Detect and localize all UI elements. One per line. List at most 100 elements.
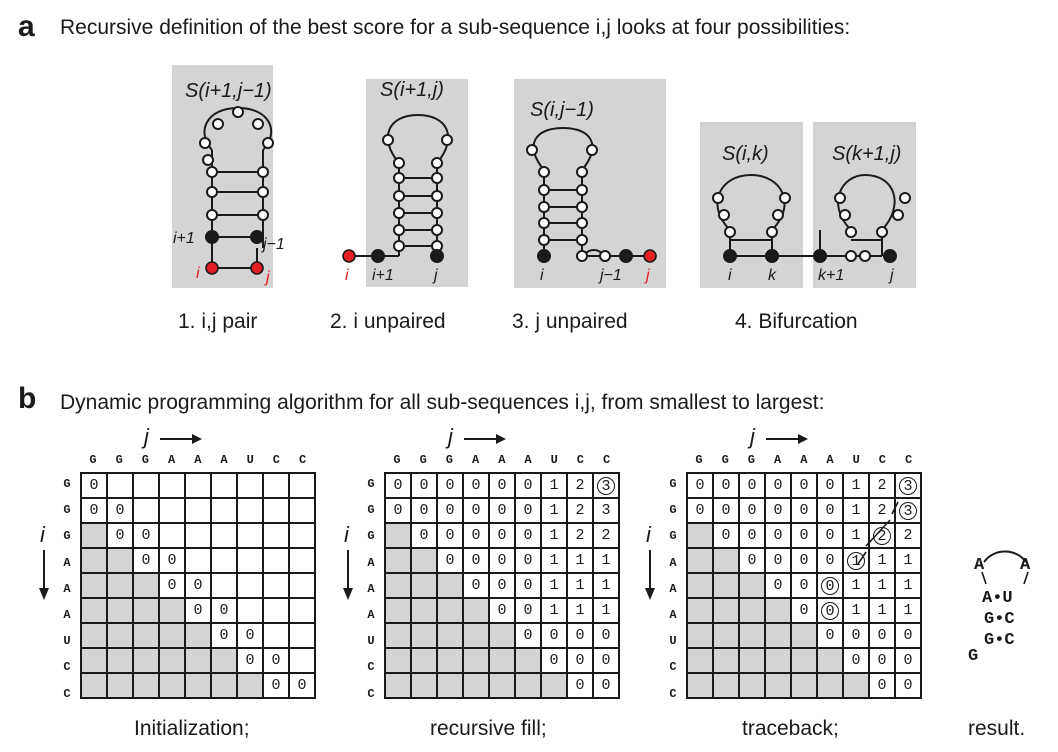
matrix-cell xyxy=(158,622,186,649)
matrix-cell: 0 xyxy=(540,622,568,649)
matrix-2-col-header: G xyxy=(445,453,453,467)
matrix-cell xyxy=(790,672,818,699)
matrix-cell xyxy=(106,622,134,649)
matrix-cell xyxy=(106,572,134,599)
matrix-3-col-header: U xyxy=(852,453,860,467)
matrix-cell xyxy=(236,472,264,499)
matrix-cell xyxy=(262,472,290,499)
matrix-cell: 0 xyxy=(816,547,844,574)
matrix-2-col-header: C xyxy=(602,453,611,467)
matrix-cell: 0 xyxy=(764,547,792,574)
matrix-cell: 1 xyxy=(566,572,594,599)
matrix-1-i-axis-label: i xyxy=(40,522,45,547)
matrix-cell: 2 xyxy=(566,472,594,499)
matrix-cell: 1 xyxy=(540,522,568,549)
matrix-cell: 1 xyxy=(842,497,870,524)
matrix-cell xyxy=(80,547,108,574)
matrix-cell: 0 xyxy=(462,572,490,599)
matrix-3-col-header: G xyxy=(721,453,729,467)
matrix-1-j-arrow-icon xyxy=(160,432,204,451)
matrix-cell: 0 xyxy=(262,672,290,699)
matrix-cell xyxy=(712,647,740,674)
matrix-cell: 1 xyxy=(868,572,896,599)
matrix-cell xyxy=(80,622,108,649)
matrix-cell xyxy=(80,647,108,674)
matrix-cell xyxy=(210,472,238,499)
matrix-cell xyxy=(462,597,490,624)
matrix-cell: 1 xyxy=(842,597,870,624)
matrix-cell: 0 xyxy=(184,597,212,624)
matrix-cell: 1 xyxy=(540,472,568,499)
matrix-cell: 0 xyxy=(514,597,542,624)
case-4-label-k-plus-1: k+1 xyxy=(818,267,844,284)
traceback-circle: 3 xyxy=(899,501,917,520)
result-pair-3-left: G xyxy=(984,631,995,650)
matrix-cell xyxy=(288,647,316,674)
case-3-caption: 3. j unpaired xyxy=(512,310,628,333)
case-1-ij-pair: S(i+1,j−1) i+1 j−1 i j xyxy=(172,65,285,288)
matrix-cell xyxy=(236,547,264,574)
matrix-cell: 0 xyxy=(462,522,490,549)
matrix-3-row-header: G xyxy=(669,477,677,491)
matrix-cell: 0 xyxy=(132,547,160,574)
matrix-cell: 0 xyxy=(868,672,896,699)
matrix-cell xyxy=(384,622,412,649)
matrix-cell xyxy=(106,597,134,624)
matrix-cell: 0 xyxy=(384,472,412,499)
matrix-cell xyxy=(790,647,818,674)
matrix-cell: 0 xyxy=(894,647,922,674)
matrix-cell xyxy=(764,597,792,624)
matrix-cell xyxy=(132,472,160,499)
matrix-2-row-header: U xyxy=(367,634,375,649)
matrix-cell: 0 xyxy=(462,547,490,574)
matrix-cell: 1 xyxy=(894,572,922,599)
case-2-label-i: i xyxy=(345,267,349,284)
case-1-label-i-plus-1: i+1 xyxy=(173,230,195,247)
matrix-cell xyxy=(80,522,108,549)
case-2-label-j: j xyxy=(432,267,438,284)
matrix-cell: 0 xyxy=(790,572,818,599)
matrix-cell xyxy=(384,672,412,699)
matrix-cell: 0 xyxy=(816,497,844,524)
matrix-cell: 0 xyxy=(410,522,438,549)
matrix-2-row-header: C xyxy=(367,660,375,675)
matrix-2-col-header: U xyxy=(550,453,558,467)
matrix-cell: 1 xyxy=(540,497,568,524)
matrix-cell: 0 xyxy=(236,622,264,649)
matrix-1-col-header: G xyxy=(141,453,149,467)
matrix-cell: 0 xyxy=(436,472,464,499)
matrix-1-col-header: U xyxy=(246,453,254,467)
matrix-cell: 2 xyxy=(592,522,620,549)
matrix-cell xyxy=(236,522,264,549)
result-pair-1-left: A xyxy=(982,589,993,608)
matrix-2-i-axis-label: i xyxy=(344,522,349,547)
matrix-2-row-header: G xyxy=(367,529,375,544)
case-4-bifurcation: S(i,k) S(k+1,j) i k k+1 j xyxy=(700,122,916,288)
matrix-2-row-header: G xyxy=(367,477,375,491)
matrix-cell: 0 xyxy=(462,497,490,524)
matrix-2-j-axis-label: j xyxy=(448,424,453,449)
matrix-cell xyxy=(764,672,792,699)
matrix-cell xyxy=(184,672,212,699)
matrix-cell: 0 xyxy=(80,497,108,524)
matrix-cell xyxy=(436,572,464,599)
case-1-score: S(i+1,j−1) xyxy=(185,80,272,102)
matrix-cell xyxy=(288,472,316,499)
matrix-3-col-header: G xyxy=(747,453,755,467)
matrix-3-col-header: A xyxy=(800,453,808,467)
matrix-cell xyxy=(436,672,464,699)
matrix-cell xyxy=(410,647,438,674)
matrix-cell: 0 xyxy=(712,497,740,524)
matrix-1-j-axis-label: j xyxy=(144,424,149,449)
matrix-1-row-header: A xyxy=(63,555,71,570)
matrix-cell: 0 xyxy=(436,547,464,574)
matrix-1-row-header: G xyxy=(63,529,71,544)
matrix-cell: 3 xyxy=(592,497,620,524)
matrix-cell xyxy=(158,647,186,674)
matrix-cell: 3 xyxy=(592,472,620,499)
